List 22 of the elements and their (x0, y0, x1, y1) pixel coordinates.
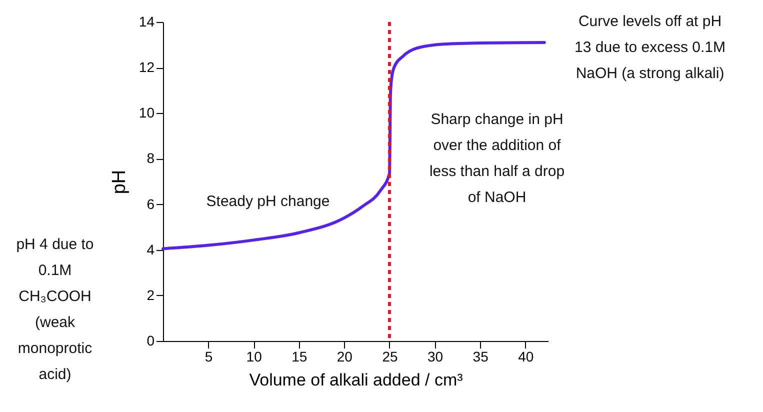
annotation: Steady pH change (206, 193, 330, 210)
y-tick-label: 14 (138, 14, 155, 30)
y-tick-label: 8 (146, 150, 155, 166)
y-axis-title: pH (108, 170, 130, 194)
y-tick-label: 12 (138, 59, 155, 76)
y-tick-label: 2 (146, 286, 155, 303)
annotation: Sharp change in pH over the addition of less than half a drop of NaOH (429, 111, 565, 206)
x-tick-label: 5 (204, 348, 213, 364)
y-tick-label: 4 (146, 241, 155, 258)
text: pH 4 due to 0.1M CH₃COOH (weak monoprotic acid) (16, 236, 94, 383)
x-tick-label: 30 (427, 348, 444, 364)
x-tick-label: 10 (246, 348, 262, 364)
text: Curve levels off at pH 13 due to excess 0.1M NaOH (a strong alkali) (574, 13, 726, 82)
y-tick-label: 6 (146, 196, 155, 212)
x-tick-label: 40 (518, 348, 534, 364)
x-tick-label: 25 (382, 348, 398, 364)
x-tick-label: 35 (472, 348, 489, 364)
x-tick-label: 15 (292, 348, 308, 364)
x-tick-label: 20 (336, 348, 353, 364)
x-axis-title: Volume of alkali added / cm³ (249, 370, 464, 390)
y-tick-label: 10 (138, 104, 155, 121)
y-tick-label: 0 (146, 332, 155, 348)
